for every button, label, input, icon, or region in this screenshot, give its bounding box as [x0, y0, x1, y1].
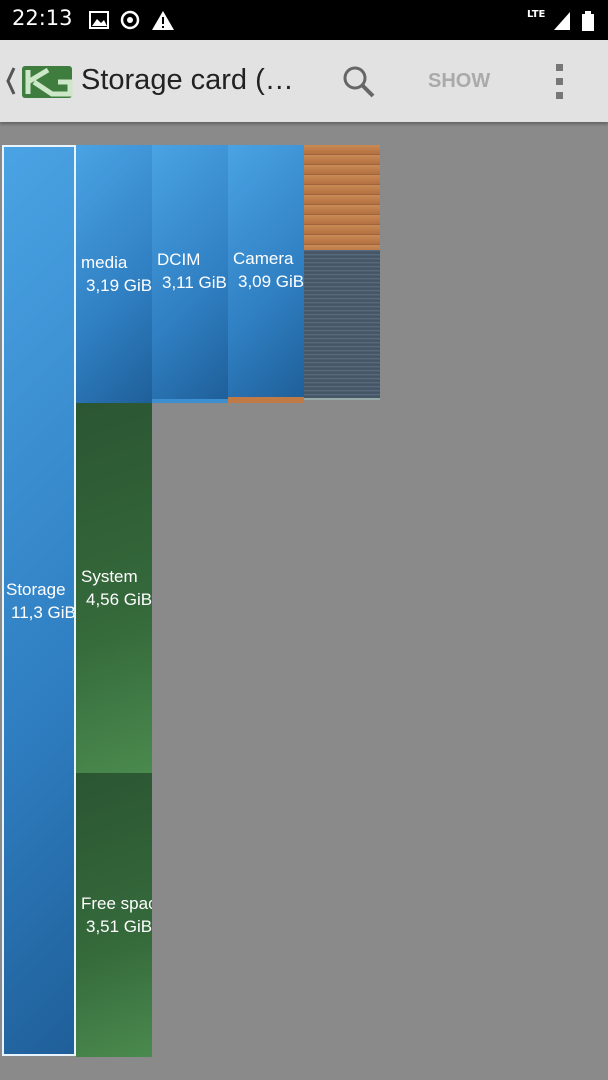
block-name: media — [81, 253, 128, 272]
small-files-block[interactable] — [304, 145, 380, 250]
block-name: Free space — [81, 894, 152, 913]
clock: 22:13 — [12, 6, 73, 30]
dcim-block[interactable]: DCIM 3,11 GiB — [152, 145, 228, 403]
storage-block[interactable]: Storage 11,3 GiB — [2, 145, 76, 1056]
block-size: 3,19 GiB — [86, 276, 152, 295]
free-space-block[interactable]: Free space 3,51 GiB — [76, 773, 152, 1057]
small-files-block[interactable] — [304, 250, 380, 400]
block-size: 3,09 GiB — [238, 272, 304, 291]
show-button[interactable]: SHOW — [428, 70, 491, 92]
search-button[interactable] — [340, 64, 380, 100]
block-size: 11,3 GiB — [11, 603, 76, 622]
block-name: Camera — [233, 249, 294, 268]
app-icon[interactable] — [4, 62, 76, 102]
block-label: Camera 3,09 GiB — [233, 247, 304, 293]
block-label: Storage 11,3 GiB — [6, 578, 76, 624]
title: Storage card (… — [81, 64, 294, 96]
block-size: 3,51 GiB — [86, 917, 152, 936]
block-label: DCIM 3,11 GiB — [157, 248, 227, 294]
block-name: System — [81, 567, 138, 586]
block-label: System 4,56 GiB — [81, 565, 152, 611]
signal-battery — [554, 11, 594, 31]
block-size: 3,11 GiB — [162, 273, 227, 292]
overflow-menu[interactable] — [550, 62, 570, 102]
block-name: DCIM — [157, 250, 201, 269]
notification-icons — [89, 10, 174, 30]
block-name: Storage — [6, 580, 66, 599]
network-type: LTE — [527, 9, 546, 20]
system-block[interactable]: System 4,56 GiB — [76, 403, 152, 773]
status-bar: 22:13 LTE — [0, 0, 608, 40]
action-bar: Storage card (… SHOW — [0, 40, 608, 122]
block-label: media 3,19 GiB — [81, 251, 152, 297]
camera-block[interactable]: Camera 3,09 GiB — [228, 145, 304, 403]
block-size: 4,56 GiB — [86, 590, 152, 609]
media-block[interactable]: media 3,19 GiB — [76, 145, 152, 403]
block-label: Free space 3,51 GiB — [81, 892, 152, 938]
